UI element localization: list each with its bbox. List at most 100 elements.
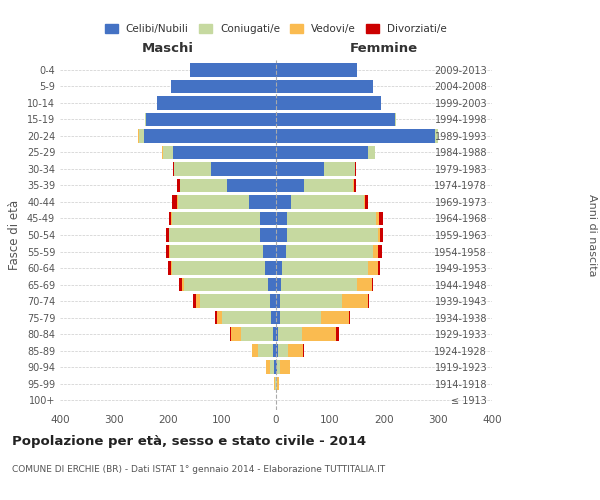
Bar: [276, 261, 283, 275]
Bar: [227, 178, 276, 192]
Bar: [222, 311, 271, 324]
Bar: [270, 360, 274, 374]
Bar: [276, 344, 278, 358]
Bar: [276, 63, 357, 76]
Bar: [173, 162, 175, 175]
Bar: [276, 244, 286, 258]
Bar: [377, 261, 380, 275]
Bar: [166, 244, 169, 258]
Bar: [372, 278, 373, 291]
Bar: [276, 129, 435, 142]
Bar: [166, 228, 169, 242]
Bar: [276, 294, 280, 308]
Bar: [172, 212, 260, 226]
Bar: [276, 195, 291, 209]
Bar: [231, 328, 241, 341]
Bar: [274, 328, 276, 341]
Bar: [323, 162, 355, 175]
Bar: [215, 311, 217, 324]
Bar: [184, 278, 268, 291]
Bar: [180, 178, 227, 192]
Bar: [276, 360, 277, 374]
Bar: [260, 212, 276, 226]
Bar: [182, 278, 184, 291]
Bar: [357, 278, 372, 291]
Bar: [377, 244, 382, 258]
Bar: [355, 162, 356, 175]
Bar: [343, 294, 368, 308]
Bar: [260, 228, 276, 242]
Bar: [321, 311, 349, 324]
Bar: [190, 63, 276, 76]
Bar: [287, 212, 376, 226]
Bar: [395, 112, 396, 126]
Text: Maschi: Maschi: [142, 42, 194, 55]
Bar: [274, 344, 276, 358]
Bar: [435, 129, 438, 142]
Bar: [276, 80, 373, 93]
Bar: [170, 244, 263, 258]
Bar: [276, 146, 368, 159]
Bar: [211, 162, 276, 175]
Bar: [336, 328, 338, 341]
Bar: [171, 261, 172, 275]
Bar: [276, 162, 323, 175]
Bar: [144, 129, 276, 142]
Bar: [249, 195, 276, 209]
Bar: [349, 311, 350, 324]
Bar: [276, 377, 277, 390]
Bar: [276, 96, 382, 110]
Bar: [217, 311, 222, 324]
Bar: [252, 344, 258, 358]
Bar: [169, 228, 260, 242]
Bar: [193, 294, 196, 308]
Bar: [277, 360, 280, 374]
Bar: [177, 178, 180, 192]
Bar: [172, 261, 265, 275]
Bar: [280, 311, 321, 324]
Bar: [241, 328, 274, 341]
Bar: [353, 178, 354, 192]
Bar: [263, 244, 276, 258]
Bar: [368, 261, 377, 275]
Bar: [276, 328, 278, 341]
Bar: [258, 344, 274, 358]
Bar: [146, 112, 276, 126]
Bar: [286, 244, 373, 258]
Text: COMUNE DI ERCHIE (BR) - Dati ISTAT 1° gennaio 2014 - Elaborazione TUTTITALIA.IT: COMUNE DI ERCHIE (BR) - Dati ISTAT 1° ge…: [12, 465, 385, 474]
Bar: [302, 328, 336, 341]
Bar: [274, 377, 275, 390]
Bar: [287, 228, 377, 242]
Bar: [303, 344, 304, 358]
Bar: [168, 261, 171, 275]
Bar: [175, 162, 211, 175]
Bar: [200, 294, 269, 308]
Bar: [377, 228, 380, 242]
Bar: [275, 377, 276, 390]
Bar: [173, 146, 276, 159]
Bar: [368, 294, 370, 308]
Y-axis label: Fasce di età: Fasce di età: [8, 200, 21, 270]
Bar: [280, 360, 290, 374]
Bar: [376, 212, 379, 226]
Bar: [379, 212, 383, 226]
Bar: [276, 228, 287, 242]
Bar: [178, 195, 249, 209]
Bar: [274, 360, 276, 374]
Bar: [139, 129, 144, 142]
Bar: [169, 212, 171, 226]
Bar: [277, 377, 279, 390]
Bar: [354, 178, 356, 192]
Bar: [169, 244, 170, 258]
Legend: Celibi/Nubili, Coniugati/e, Vedovi/e, Divorziati/e: Celibi/Nubili, Coniugati/e, Vedovi/e, Di…: [101, 20, 451, 38]
Bar: [368, 146, 376, 159]
Bar: [278, 328, 302, 341]
Bar: [266, 360, 270, 374]
Bar: [172, 195, 177, 209]
Bar: [380, 228, 383, 242]
Bar: [271, 311, 276, 324]
Bar: [280, 294, 343, 308]
Text: Anni di nascita: Anni di nascita: [587, 194, 597, 276]
Bar: [163, 146, 173, 159]
Bar: [265, 261, 276, 275]
